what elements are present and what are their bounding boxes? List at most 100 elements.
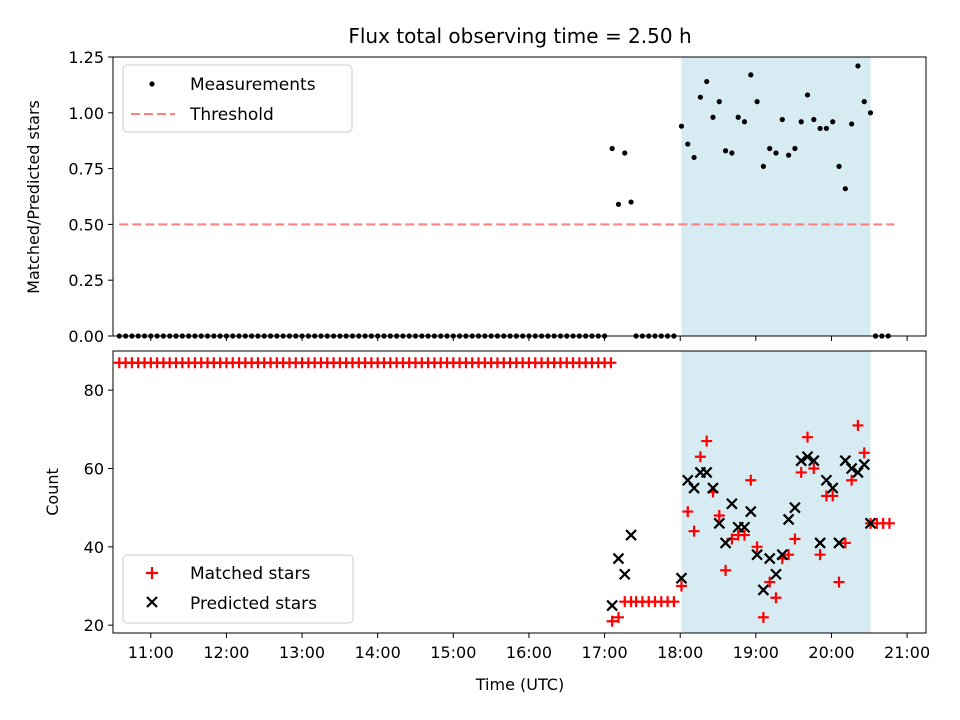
legend: Matched stars Predicted stars <box>122 554 354 624</box>
matched-star-point <box>612 611 624 623</box>
measurement-point <box>716 99 722 105</box>
x-tick-label: 13:00 <box>279 643 325 662</box>
x-tick-label: 21:00 <box>884 643 930 662</box>
legend-marker-predicted <box>146 596 158 608</box>
measurement-point <box>754 99 760 105</box>
y-tick-label: 1.00 <box>68 104 104 123</box>
y-tick-label: 1.25 <box>68 48 104 67</box>
x-tick-label: 18:00 <box>657 643 703 662</box>
measurement-point <box>729 150 735 156</box>
predicted-star-point <box>782 513 795 526</box>
y-axis-label: Count <box>43 468 62 516</box>
predicted-star-point <box>738 521 751 534</box>
axes-frame <box>112 56 927 337</box>
matched-star-point <box>605 357 617 369</box>
matched-star-point <box>783 549 795 561</box>
measurement-point <box>748 72 754 78</box>
predicted-star-point <box>864 517 877 530</box>
y-tick-label: 80 <box>84 381 104 400</box>
predicted-star-point <box>707 482 719 494</box>
predicted-star-point <box>745 505 757 518</box>
matched-star-point <box>814 549 826 561</box>
x-tick-label: 14:00 <box>355 643 401 662</box>
predicted-star-point <box>713 517 726 530</box>
measurement-point <box>867 110 874 116</box>
measurement-point <box>817 125 823 132</box>
measurement-point <box>735 114 741 120</box>
matched-star-point <box>827 490 839 502</box>
measurement-point <box>741 119 748 125</box>
measurement-point <box>786 152 792 158</box>
measurement-point <box>804 92 811 98</box>
matched-star-point <box>808 463 820 474</box>
measurement-point <box>704 78 710 85</box>
axes-frame <box>112 350 927 634</box>
measurement-point <box>722 148 729 154</box>
measurement-point <box>842 186 848 192</box>
measurement-point <box>691 154 697 161</box>
legend-box <box>122 554 354 624</box>
predicted-star-point <box>833 537 845 549</box>
predicted-star-point <box>618 568 631 581</box>
matched-star-point <box>846 474 858 486</box>
measurement-point <box>861 99 867 105</box>
matched-star-point <box>625 596 637 608</box>
x-axis-ticks: 11:00 12:00 13:00 14:00 15:00 16:00 17:00 18:00… <box>128 633 930 662</box>
x-tick-label: 19:00 <box>733 643 779 662</box>
y-tick-label: 0.25 <box>68 271 104 290</box>
matched-star-point <box>839 537 851 549</box>
predicted-star-point <box>795 454 807 467</box>
measurement-point <box>628 199 634 205</box>
measurement-point <box>678 123 685 129</box>
measurement-point <box>609 145 615 152</box>
x-tick-label: 15:00 <box>430 643 476 662</box>
predicted-star-point <box>770 568 782 581</box>
matched-star-point <box>675 580 687 592</box>
highlight-span <box>681 57 871 336</box>
predicted-star-point <box>606 599 618 612</box>
matched-star-point <box>764 576 776 588</box>
predicted-star-point <box>726 497 738 510</box>
legend-box <box>122 64 353 133</box>
matched-star-point <box>745 474 757 486</box>
measurement-point <box>773 150 779 156</box>
x-axis-ticks <box>150 336 908 341</box>
matched-star-point <box>751 541 763 553</box>
legend-label-predicted: Predicted stars <box>190 594 317 614</box>
matched-star-point <box>858 447 870 459</box>
x-tick-label: 11:00 <box>128 643 174 662</box>
ratio-panel: 0.00 0.25 0.50 0.75 1.00 1.25 Matched/Predict… <box>24 48 927 346</box>
measurement-point <box>767 145 773 152</box>
measurement-point <box>830 119 836 125</box>
measurement-point <box>823 125 830 132</box>
measurement-point <box>811 116 817 123</box>
y-tick-label: 40 <box>84 538 104 557</box>
measurement-point <box>855 63 861 69</box>
matched-star-point <box>795 466 807 478</box>
predicted-star-point <box>757 584 770 596</box>
measurement-point <box>710 114 716 120</box>
measurement-point <box>697 94 703 100</box>
matched-star-point <box>701 435 713 447</box>
measurement-point <box>792 145 798 152</box>
predicted-star-point <box>719 537 732 549</box>
legend-marker-measurements <box>149 81 155 87</box>
matched-star-point <box>883 517 895 529</box>
predicted-star-point <box>700 466 713 479</box>
predicted-star-point <box>688 482 700 494</box>
matched-star-point <box>668 596 680 608</box>
predicted-star-point <box>826 482 839 494</box>
measurement-point <box>849 121 855 127</box>
measurement-point <box>615 201 622 207</box>
predicted-star-point <box>612 552 625 565</box>
matched-star-point <box>713 510 725 521</box>
y-axis-ticks: 0.00 0.25 0.50 0.75 1.00 1.25 <box>68 48 113 346</box>
x-tick-label: 16:00 <box>506 643 552 662</box>
matched-star-point <box>682 506 694 518</box>
matched-star-point <box>688 525 700 537</box>
legend-marker-matched <box>146 567 158 579</box>
predicted-star-point <box>814 537 826 549</box>
y-axis-label: Matched/Predicted stars <box>24 100 43 294</box>
measurement-point <box>760 163 767 169</box>
y-axis-ticks: 20 40 60 80 <box>84 381 113 635</box>
